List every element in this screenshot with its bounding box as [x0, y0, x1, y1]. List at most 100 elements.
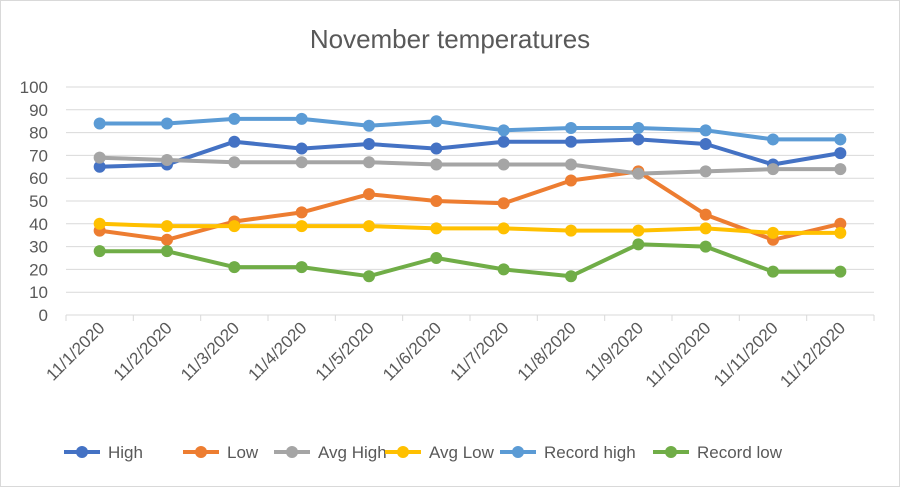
- x-tick-label: 11/6/2020: [379, 318, 445, 384]
- data-point: [295, 142, 308, 155]
- data-point: [363, 220, 375, 233]
- x-tick-label: 11/8/2020: [514, 318, 580, 384]
- data-point: [93, 160, 106, 173]
- series-line: [97, 155, 843, 176]
- y-axis-tick-labels: 0 10 20 30 40 50 60 70 80 90 100: [20, 78, 48, 325]
- data-point: [161, 233, 173, 246]
- data-point: [295, 156, 308, 169]
- data-point: [565, 224, 577, 237]
- data-point: [430, 222, 443, 235]
- series-line: [97, 242, 843, 279]
- x-tick-label: 11/1/2020: [42, 318, 108, 384]
- legend-label: Avg Low: [429, 443, 495, 462]
- data-point: [161, 117, 173, 130]
- data-point: [767, 265, 779, 278]
- data-point: [430, 158, 443, 171]
- legend-swatch-marker: [665, 446, 677, 458]
- chart-title: November temperatures: [310, 24, 590, 54]
- data-point: [228, 156, 241, 169]
- x-tick-label: 11/7/2020: [446, 318, 512, 384]
- data-point: [363, 138, 375, 150]
- data-point: [699, 208, 712, 221]
- y-tick-label: 0: [39, 306, 48, 325]
- legend-label: Record high: [544, 443, 636, 462]
- data-point: [767, 163, 779, 176]
- y-tick-label: 60: [29, 169, 48, 188]
- y-tick-label: 70: [29, 146, 48, 165]
- data-point: [632, 224, 645, 237]
- data-point: [161, 153, 173, 166]
- data-point: [228, 220, 241, 233]
- data-point: [699, 165, 712, 178]
- legend: High Low Avg High Avg Low Record high Record …: [64, 443, 783, 462]
- y-tick-label: 10: [29, 283, 48, 302]
- data-point: [161, 220, 173, 233]
- data-point: [699, 240, 712, 253]
- x-tick-label: 11/10/2020: [642, 318, 715, 391]
- legend-label: Record low: [697, 443, 783, 462]
- data-point: [565, 135, 577, 148]
- data-point: [834, 226, 847, 239]
- data-point: [497, 124, 510, 137]
- data-point: [363, 119, 375, 132]
- y-tick-label: 50: [29, 192, 48, 211]
- data-point: [632, 238, 645, 251]
- x-tick-label: 11/5/2020: [312, 318, 378, 384]
- data-point: [93, 245, 106, 258]
- legend-label: Avg High: [318, 443, 387, 462]
- data-point: [565, 158, 577, 171]
- legend-swatch-marker: [397, 446, 409, 458]
- data-point: [295, 220, 308, 233]
- data-point: [699, 222, 712, 235]
- data-point: [834, 147, 847, 160]
- y-tick-label: 40: [29, 215, 48, 234]
- x-tick-label: 11/11/2020: [710, 318, 782, 390]
- x-tick-label: 11/4/2020: [244, 318, 310, 384]
- data-point: [295, 206, 308, 219]
- y-tick-label: 100: [20, 78, 48, 97]
- legend-item: Low: [183, 443, 259, 462]
- legend-label: Low: [227, 443, 259, 462]
- data-point: [161, 245, 173, 258]
- data-point: [93, 117, 106, 130]
- data-point: [295, 261, 308, 274]
- series-line: [97, 221, 843, 235]
- legend-item: Avg Low: [385, 443, 495, 462]
- legend-item: Record low: [653, 443, 783, 462]
- legend-item: Avg High: [274, 443, 387, 462]
- legend-swatch-marker: [512, 446, 524, 458]
- legend-label: High: [108, 443, 143, 462]
- data-point: [632, 167, 645, 180]
- data-point: [430, 252, 443, 264]
- data-point: [767, 226, 779, 239]
- data-point: [93, 217, 106, 230]
- data-point: [430, 142, 443, 155]
- data-point: [93, 151, 106, 164]
- legend-item: High: [64, 443, 143, 462]
- legend-swatch-marker: [76, 446, 88, 458]
- series-line: [97, 116, 843, 142]
- data-point: [497, 135, 510, 148]
- legend-swatch-marker: [195, 446, 207, 458]
- data-point: [699, 124, 712, 137]
- data-point: [430, 115, 443, 128]
- data-point: [228, 261, 241, 274]
- series-lines: [97, 116, 843, 279]
- legend-item: Record high: [500, 443, 636, 462]
- data-point: [834, 265, 847, 278]
- data-point: [497, 197, 510, 210]
- data-point: [363, 188, 375, 201]
- data-point: [565, 270, 577, 283]
- data-point: [363, 270, 375, 283]
- gridlines: [66, 86, 874, 293]
- data-point: [363, 156, 375, 169]
- data-point: [430, 195, 443, 207]
- data-point: [699, 138, 712, 150]
- data-point: [767, 133, 779, 146]
- data-point: [632, 122, 645, 135]
- x-tick-label: 11/12/2020: [776, 318, 849, 391]
- y-tick-label: 80: [29, 124, 48, 143]
- x-tick-label: 11/2/2020: [110, 318, 176, 384]
